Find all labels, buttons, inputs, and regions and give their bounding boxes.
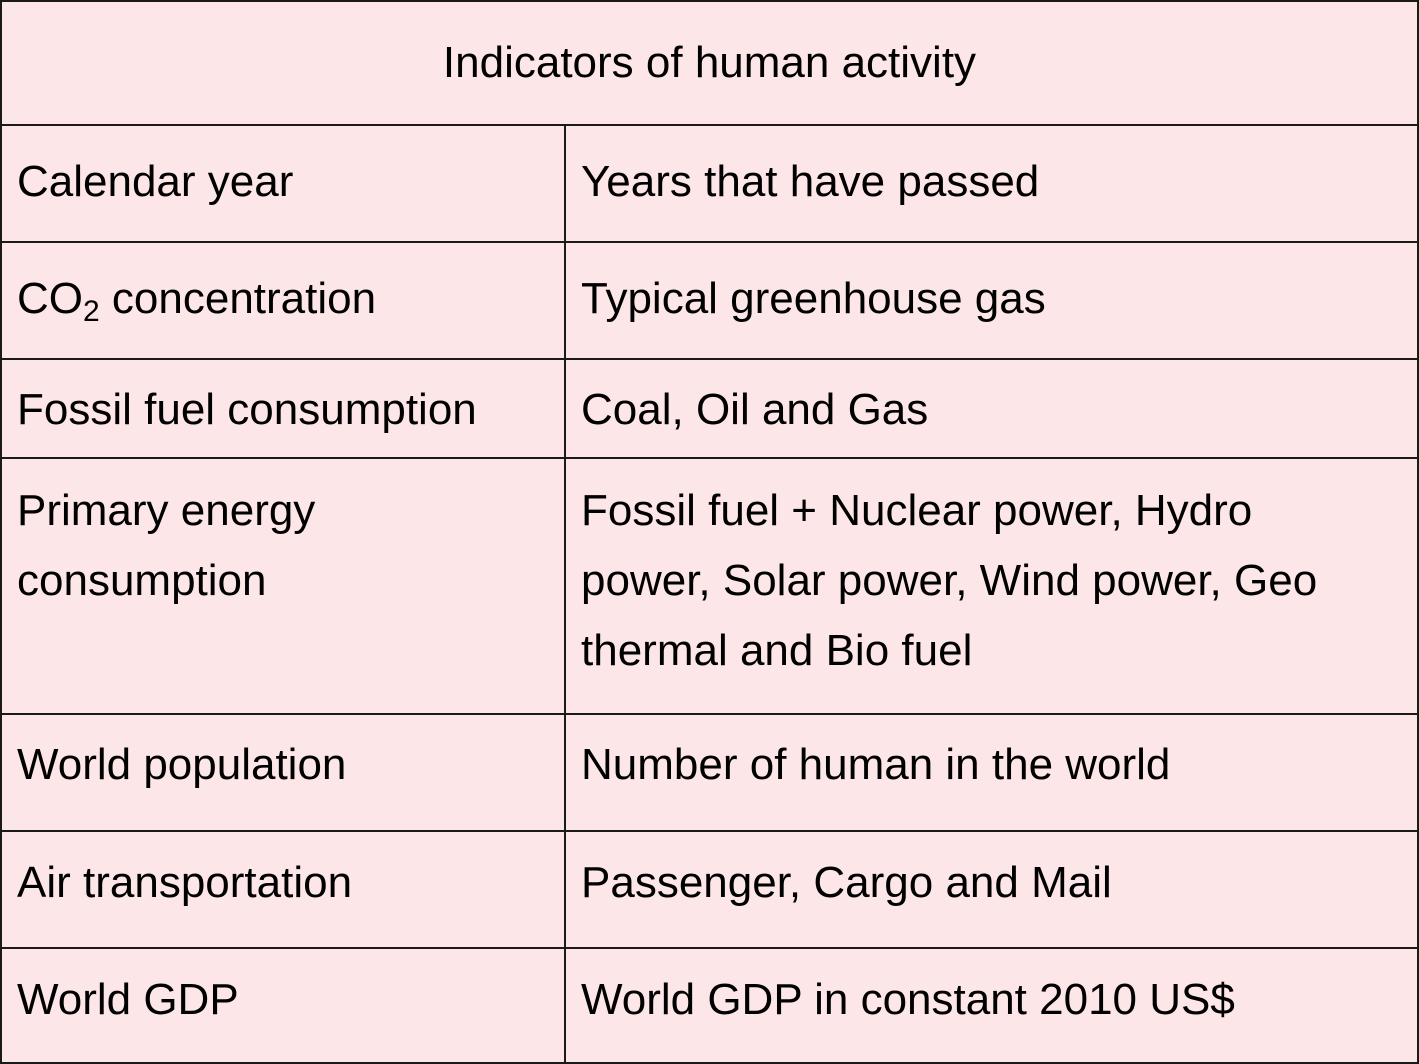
description-cell: Years that have passed — [566, 126, 1417, 241]
indicator-cell: CO2 concentration — [2, 243, 566, 358]
table-row: Calendar year Years that have passed — [2, 126, 1417, 243]
table-row: World GDP World GDP in constant 2010 US$ — [2, 949, 1417, 1062]
indicator-cell: Air transportation — [2, 832, 566, 947]
indicator-prefix: CO — [17, 274, 83, 323]
indicator-suffix: concentration — [99, 274, 377, 323]
description-cell: Number of human in the world — [566, 715, 1417, 830]
description-text: Number of human in the world — [581, 740, 1171, 789]
indicator-label: Fossil fuel consumption — [17, 385, 477, 434]
description-text: World GDP in constant 2010 US$ — [581, 975, 1235, 1024]
table-row: Primary energy consumption Fossil fuel +… — [2, 459, 1417, 715]
table-title: Indicators of human activity — [2, 2, 1417, 126]
description-text: Typical greenhouse gas — [581, 274, 1046, 323]
description-cell: World GDP in constant 2010 US$ — [566, 949, 1417, 1062]
table-row: World population Number of human in the … — [2, 715, 1417, 832]
indicator-subscript: 2 — [83, 295, 100, 328]
indicator-label: CO2 concentration — [17, 264, 554, 334]
table-row: CO2 concentration Typical greenhouse gas — [2, 243, 1417, 360]
description-text: Passenger, Cargo and Mail — [581, 858, 1112, 907]
description-cell: Coal, Oil and Gas — [566, 360, 1417, 457]
indicator-cell: Primary energy consumption — [2, 459, 566, 713]
description-cell: Fossil fuel + Nuclear power, Hydro power… — [566, 459, 1417, 713]
description-text: Coal, Oil and Gas — [581, 385, 929, 434]
description-text: Fossil fuel + Nuclear power, Hydro power… — [581, 486, 1318, 675]
indicator-label: World GDP — [17, 975, 239, 1024]
indicator-label: Calendar year — [17, 157, 294, 206]
indicator-cell: World GDP — [2, 949, 566, 1062]
description-text: Years that have passed — [581, 157, 1040, 206]
description-cell: Typical greenhouse gas — [566, 243, 1417, 358]
indicator-label: Air transportation — [17, 858, 353, 907]
indicator-label: Primary energy consumption — [17, 486, 316, 605]
table-row: Fossil fuel consumption Coal, Oil and Ga… — [2, 360, 1417, 459]
table-row: Air transportation Passenger, Cargo and … — [2, 832, 1417, 949]
description-cell: Passenger, Cargo and Mail — [566, 832, 1417, 947]
indicator-label: World population — [17, 740, 347, 789]
indicator-cell: Fossil fuel consumption — [2, 360, 566, 457]
indicator-cell: Calendar year — [2, 126, 566, 241]
indicator-cell: World population — [2, 715, 566, 830]
